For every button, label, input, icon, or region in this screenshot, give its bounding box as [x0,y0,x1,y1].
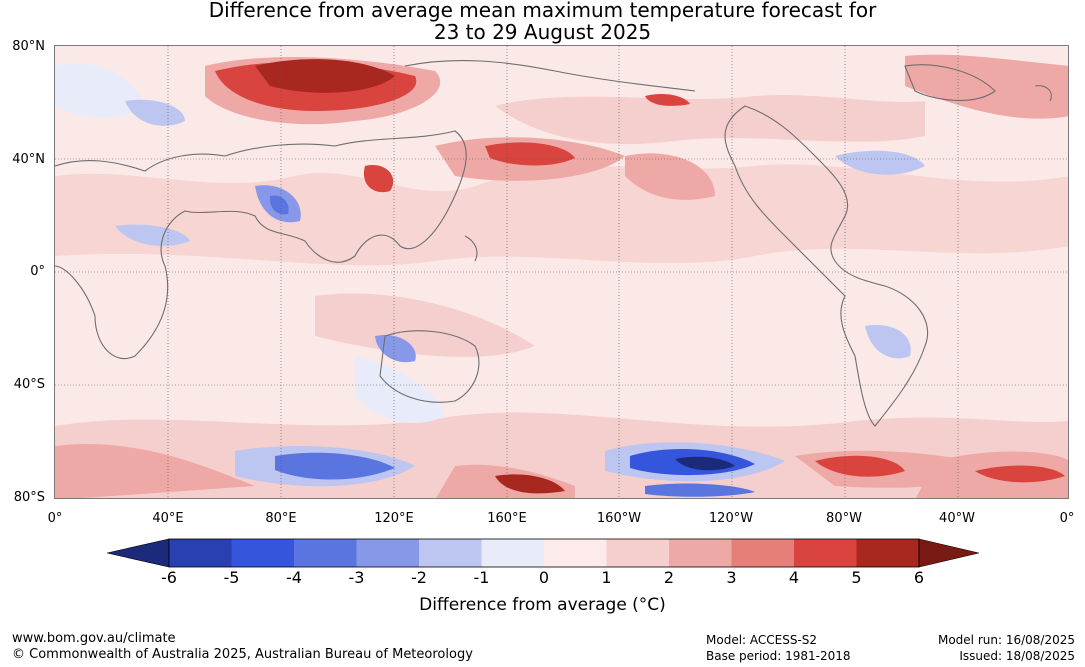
colorbar-tick: -4 [286,568,302,587]
colorbar-tick: -6 [161,568,177,587]
colorbar-bin [231,539,294,567]
lon-label-40w: 40°W [939,511,975,526]
colorbar-bin [731,539,794,567]
colorbar-title: Difference from average (°C) [419,595,666,615]
lat-label-80n: 80°N [12,39,45,54]
colorbar-bin [481,539,544,567]
lat-label-40n: 40°N [12,152,45,167]
colorbar-arrow-high [918,538,979,568]
colorbar-bin [794,539,857,567]
colorbar-tick: 1 [601,568,612,587]
colorbar-bin [856,539,919,567]
map-title-line2: 23 to 29 August 2025 [433,20,652,44]
colorbar-tick: 5 [851,568,862,587]
website-text: www.bom.gov.au/climate [12,631,176,646]
map-title-line1: Difference from average mean maximum tem… [208,0,877,22]
colorbar-tick: 6 [913,568,925,587]
lon-label-0-left: 0° [47,511,63,526]
lon-label-120e: 120°E [374,511,414,526]
lat-label-0: 0° [30,264,45,279]
lat-label-40s: 40°S [13,377,45,392]
lon-label-0-right: 0° [1059,511,1075,526]
issued-text: Issued: 18/08/2025 [959,649,1075,663]
colorbar-tick: -1 [473,568,490,587]
colorbar-bin [419,539,482,567]
model-run-text: Model run: 16/08/2025 [937,633,1075,647]
colorbar-tick: -5 [223,568,240,587]
colorbar [107,538,979,568]
lon-label-80w: 80°W [826,511,862,526]
lat-label-80s: 80°S [13,490,45,505]
lon-label-120w: 120°W [708,511,754,526]
colorbar-tick: 4 [788,568,800,587]
base-period-text: Base period: 1981-2018 [706,649,851,663]
anomaly-field [55,46,1068,498]
colorbar-bin [544,539,607,567]
colorbar-bin [169,539,232,567]
colorbar-bin [356,539,419,567]
lon-label-80e: 80°E [265,511,297,526]
lon-label-160w: 160°W [596,511,642,526]
lon-label-160e: 160°E [487,511,527,526]
colorbar-tick: -3 [348,568,365,587]
copyright-text: © Commonwealth of Australia 2025, Austra… [12,647,473,662]
colorbar-arrow-low [107,538,170,568]
model-text: Model: ACCESS-S2 [706,633,818,647]
colorbar-tick: 2 [663,568,675,587]
forecast-map [54,45,1069,499]
colorbar-bin [669,539,732,567]
colorbar-tick: 0 [538,568,550,587]
colorbar-tick: 3 [726,568,737,587]
colorbar-bin [606,539,669,567]
colorbar-tick: -2 [411,568,427,587]
colorbar-bin [294,539,357,567]
lon-label-40e: 40°E [152,511,184,526]
